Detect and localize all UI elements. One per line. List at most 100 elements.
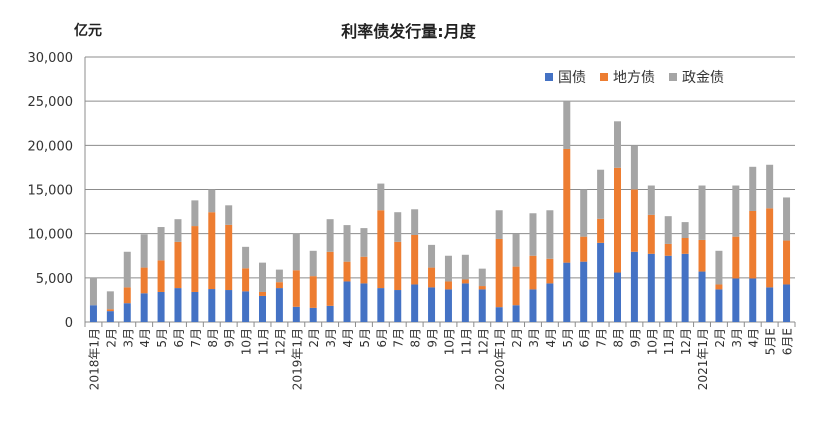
legend-label: 地方债 — [613, 70, 655, 86]
bar-difangzhai — [546, 258, 554, 284]
x-tick-label: 4月 — [747, 328, 761, 348]
y-tick-label: 20,000 — [28, 139, 74, 154]
legend-label: 国债 — [558, 70, 586, 86]
bar-difangzhai — [664, 243, 672, 256]
bar-difangzhai — [732, 236, 740, 279]
bar-difangzhai — [259, 291, 266, 296]
bar-guozhai — [123, 303, 131, 322]
bar-zhengjinzhai — [698, 185, 706, 240]
bar-zhengjinzhai — [275, 269, 283, 283]
x-tick-label: 7月 — [392, 328, 406, 348]
bar-guozhai — [157, 291, 165, 322]
bar-zhengjinzhai — [191, 200, 199, 227]
y-tick-label: 0 — [65, 316, 73, 331]
x-tick-label: 3月 — [324, 328, 338, 348]
bar-guozhai — [208, 289, 216, 322]
bar-difangzhai — [614, 167, 621, 273]
bar-zhengjinzhai — [292, 233, 300, 271]
bar-guozhai — [394, 290, 402, 322]
bar-guozhai — [580, 261, 588, 322]
bar-guozhai — [749, 278, 757, 322]
bar-guozhai — [732, 278, 740, 322]
bar-guozhai — [647, 253, 655, 322]
x-tick-label: 10月 — [240, 328, 254, 355]
legend-swatch — [669, 73, 677, 81]
bar-difangzhai — [343, 261, 351, 282]
bar-zhengjinzhai — [580, 189, 588, 237]
bar-difangzhai — [275, 282, 283, 289]
bar-difangzhai — [309, 276, 317, 308]
bar-guozhai — [715, 289, 723, 322]
x-tick-label: 11月 — [459, 328, 473, 355]
bar-difangzhai — [106, 309, 114, 312]
bar-zhengjinzhai — [546, 210, 554, 259]
x-tick-label: 11月 — [662, 328, 676, 355]
x-tick-label: 4月 — [138, 328, 152, 348]
bar-difangzhai — [225, 224, 233, 291]
x-tick-label: 5月 — [155, 328, 169, 348]
bar-difangzhai — [461, 279, 469, 284]
x-tick-label: 3月 — [527, 328, 541, 348]
bar-difangzhai — [242, 268, 250, 292]
bar-zhengjinzhai — [563, 101, 571, 149]
bar-guozhai — [428, 287, 436, 322]
x-tick-label: 2月 — [510, 328, 524, 348]
x-tick-label: 9月 — [223, 328, 237, 348]
bar-zhengjinzhai — [614, 121, 621, 168]
bar-difangzhai — [563, 148, 571, 263]
bar-guozhai — [174, 288, 182, 322]
bar-guozhai — [259, 295, 266, 322]
bar-zhengjinzhai — [394, 212, 402, 242]
x-tick-label: 9月 — [628, 328, 642, 348]
bar-zhengjinzhai — [749, 166, 757, 211]
bar-zhengjinzhai — [715, 250, 723, 285]
bar-guozhai — [597, 242, 605, 322]
y-tick-label: 25,000 — [28, 95, 74, 110]
bar-guozhai — [343, 281, 351, 322]
chart-title: 利率债发行量:月度 — [341, 22, 476, 41]
bar-zhengjinzhai — [208, 189, 216, 213]
bar-difangzhai — [157, 260, 165, 292]
bar-guozhai — [106, 311, 114, 322]
bar-guozhai — [191, 291, 199, 322]
x-tick-label: 2月 — [307, 328, 321, 348]
legend-swatch — [600, 73, 608, 81]
bar-zhengjinzhai — [766, 164, 774, 209]
x-tick-label: 10月 — [442, 328, 456, 355]
bar-guozhai — [630, 251, 638, 322]
bar-guozhai — [478, 289, 486, 322]
x-tick-label: 6月 — [578, 328, 592, 348]
bar-zhengjinzhai — [630, 145, 638, 190]
x-tick-label: 2018年1月 — [87, 328, 101, 390]
bar-difangzhai — [495, 238, 503, 308]
bar-difangzhai — [597, 218, 605, 243]
bar-zhengjinzhai — [259, 262, 266, 292]
bar-guozhai — [444, 289, 452, 322]
bar-guozhai — [140, 293, 148, 322]
bar-difangzhai — [140, 267, 148, 294]
bar-guozhai — [377, 288, 385, 322]
bar-zhengjinzhai — [783, 197, 791, 241]
bar-zhengjinzhai — [140, 234, 148, 268]
bar-zhengjinzhai — [461, 254, 469, 280]
x-tick-label: 5月 — [358, 328, 372, 348]
bar-guozhai — [664, 255, 672, 322]
bar-zhengjinzhai — [529, 213, 537, 256]
x-tick-label: 4月 — [341, 328, 355, 348]
bar-difangzhai — [123, 287, 131, 304]
bar-guozhai — [275, 288, 283, 322]
bar-difangzhai — [512, 266, 520, 306]
bar-difangzhai — [647, 214, 655, 254]
bar-guozhai — [411, 284, 419, 322]
y-tick-label: 30,000 — [28, 51, 74, 66]
bar-difangzhai — [191, 226, 199, 292]
bar-zhengjinzhai — [411, 209, 419, 235]
bar-guozhai — [512, 305, 520, 322]
bar-difangzhai — [394, 241, 402, 291]
bar-zhengjinzhai — [89, 277, 97, 306]
x-tick-label: 8月 — [409, 328, 423, 348]
bar-zhengjinzhai — [360, 228, 368, 257]
bar-zhengjinzhai — [495, 210, 503, 239]
bar-guozhai — [614, 272, 621, 322]
